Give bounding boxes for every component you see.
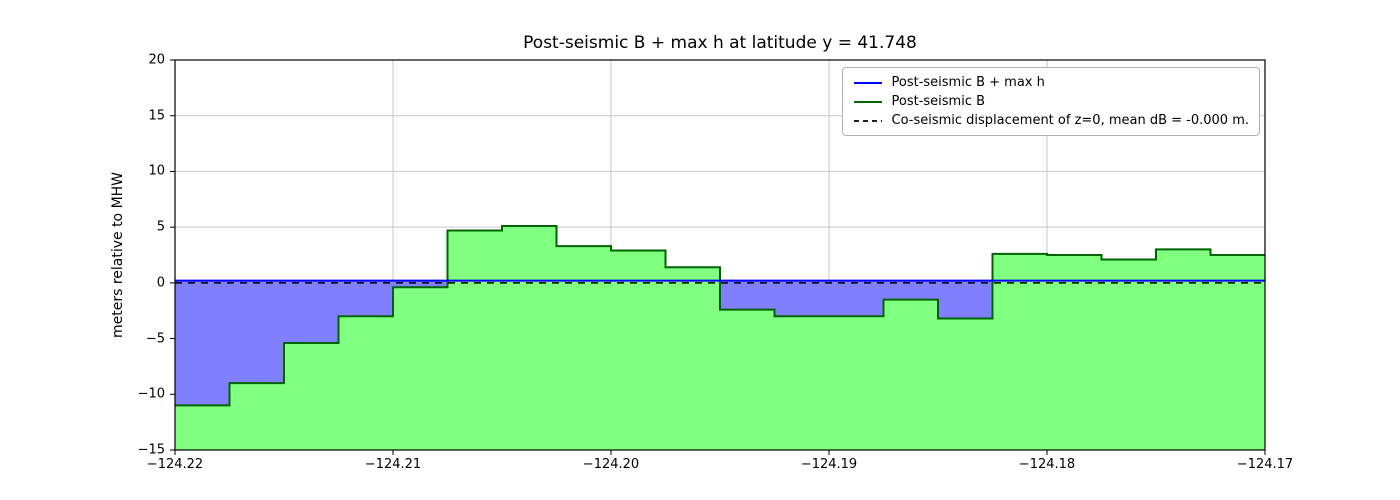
legend-line-sample-icon — [853, 119, 882, 122]
legend-item: Post-seismic B — [853, 94, 1250, 109]
legend-line-sample-icon — [853, 81, 882, 84]
y-tick-label: −5 — [145, 331, 165, 347]
y-tick-label: 5 — [156, 219, 165, 235]
x-tick-label: −124.17 — [1236, 457, 1294, 472]
x-tick-label: −124.20 — [582, 457, 640, 472]
legend: Post-seismic B + max h Post-seismic B Co-s… — [841, 67, 1260, 136]
chart-title: Post-seismic B + max h at latitude y = 4… — [523, 33, 917, 53]
x-tick-label: −124.21 — [364, 457, 422, 472]
y-tick-label: 15 — [148, 108, 165, 124]
legend-item: Post-seismic B + max h — [853, 75, 1250, 90]
y-tick-label: 0 — [156, 275, 165, 291]
y-tick-label: 20 — [148, 52, 165, 68]
legend-item-label: Co-seismic displacement of z=0, mean dB … — [891, 113, 1250, 128]
axes-frame — [174, 59, 1266, 451]
x-tick-label: −124.19 — [800, 457, 858, 472]
legend-line-sample-icon — [853, 100, 882, 103]
y-tick-label: −15 — [137, 442, 165, 458]
y-tick-label: −10 — [137, 386, 165, 402]
y-tick-label: 10 — [148, 163, 165, 179]
x-tick-label: −124.18 — [1018, 457, 1076, 472]
legend-item: Co-seismic displacement of z=0, mean dB … — [853, 113, 1250, 128]
legend-item-label: Post-seismic B — [891, 94, 986, 109]
x-tick-label: −124.22 — [146, 457, 204, 472]
legend-item-label: Post-seismic B + max h — [891, 75, 1045, 90]
post-seismic-b-line — [175, 225, 1265, 407]
